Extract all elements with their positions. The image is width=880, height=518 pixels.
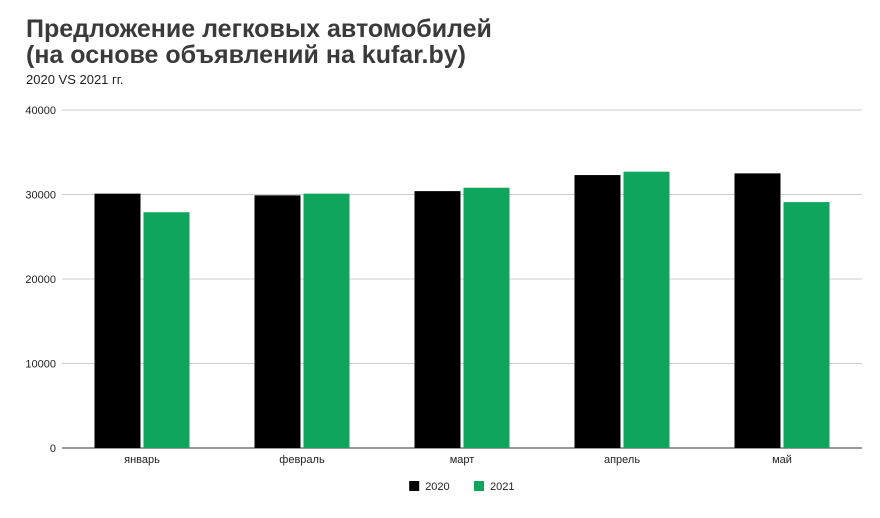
bar-2020-1 — [254, 195, 301, 448]
legend: 2020 2021 — [409, 481, 514, 493]
y-tick-label: 20000 — [25, 274, 56, 286]
chart-title: Предложение легковых автомобилей (на осн… — [26, 16, 866, 68]
y-tick-label: 30000 — [25, 190, 56, 202]
bar-2021-4 — [783, 202, 830, 448]
bar-2021-1 — [303, 193, 350, 448]
legend-label-2020: 2020 — [425, 481, 449, 493]
chart-title-line-1: Предложение легковых автомобилей — [26, 15, 492, 43]
x-tick-label: апрель — [604, 454, 640, 466]
bar-2020-4 — [734, 173, 781, 448]
x-tick-label: март — [450, 454, 475, 466]
bar-2020-3 — [574, 175, 621, 448]
y-tick-label: 10000 — [25, 359, 56, 371]
bar-2021-0 — [143, 212, 190, 448]
legend-swatch-2021 — [474, 481, 484, 491]
bars — [94, 171, 830, 449]
legend-swatch-2020 — [409, 481, 420, 491]
chart-title-line-2: (на основе объявлений на kufar.by) — [26, 41, 467, 69]
x-tick-label: январь — [124, 454, 160, 466]
x-axis-ticks: январь февраль март апрель май — [124, 454, 792, 466]
chart-subtitle: 2020 VS 2021 гг. — [26, 72, 124, 87]
bar-2020-2 — [414, 191, 461, 448]
x-tick-label: май — [772, 454, 792, 466]
bar-2020-0 — [94, 193, 141, 448]
x-tick-label: февраль — [279, 454, 325, 466]
y-tick-label: 0 — [50, 443, 56, 455]
y-tick-label: 40000 — [25, 105, 56, 117]
bar-2021-3 — [623, 171, 670, 448]
y-axis-ticks: 0 10000 20000 30000 40000 — [25, 105, 56, 455]
gridlines — [62, 109, 862, 449]
legend-label-2021: 2021 — [490, 481, 514, 493]
bar-2021-2 — [463, 187, 510, 449]
